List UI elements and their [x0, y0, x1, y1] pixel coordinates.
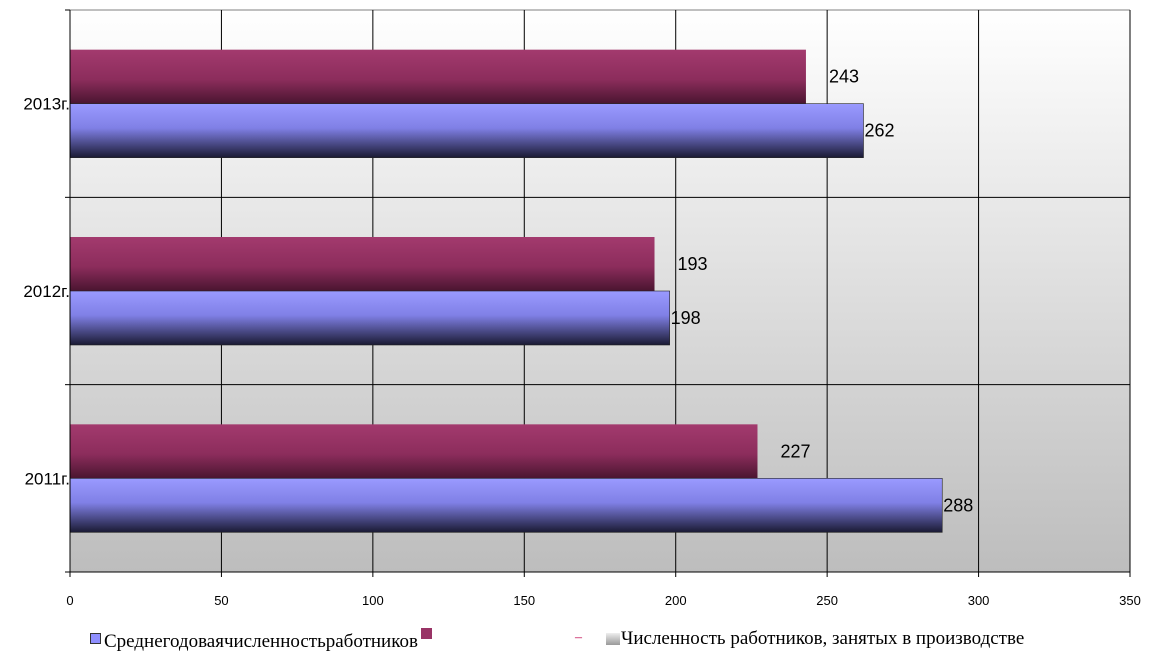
bar-2012г.-series-0	[70, 237, 655, 291]
bar-2013г.-series-1	[69, 103, 864, 158]
data-labels: 243 262 193 198 227 288	[671, 67, 974, 516]
y-category-label-0: 2013г.	[23, 95, 70, 114]
x-tick-label-0: 0	[66, 593, 73, 608]
x-tick-label-350: 350	[1119, 593, 1141, 608]
bar-2011г.-series-0	[70, 424, 758, 479]
bars	[69, 49, 943, 533]
bar-2012г.-series-1	[69, 290, 670, 346]
legend-item-production-workers: Численность работников, занятых в произв…	[606, 628, 1024, 650]
y-category-label-2: 2011г.	[25, 469, 70, 488]
x-tick-label-250: 250	[816, 593, 838, 608]
x-tick-label-150: 150	[513, 593, 535, 608]
x-tick-label-50: 50	[214, 593, 228, 608]
data-label-2011г.-series-1: 288	[943, 495, 973, 515]
x-tick-label-200: 200	[665, 593, 687, 608]
bar-2013г.-series-0	[70, 49, 806, 104]
data-label-2012г.-series-0: 193	[678, 254, 708, 274]
legend-swatch-maroon	[420, 628, 432, 639]
legend-item-average-headcount: Среднегодоваячисленностьработников	[90, 628, 435, 653]
y-category-label-1: 2012г.	[23, 282, 70, 301]
legend-swatch-blue	[90, 633, 101, 644]
legend-marker-icon	[606, 633, 620, 645]
x-tick-label-300: 300	[968, 593, 990, 608]
bar-chart: 0 50 100 150 200 250 300 3502013г.2012г.2011г. …	[23, 9, 1141, 608]
data-label-2012г.-series-1: 198	[671, 308, 701, 328]
bar-2011г.-series-1	[69, 478, 943, 533]
data-label-2013г.-series-0: 243	[829, 67, 859, 87]
data-label-2013г.-series-1: 262	[864, 121, 894, 141]
data-label-2011г.-series-0: 227	[780, 441, 810, 461]
axes: 0 50 100 150 200 250 300 350 2013г. 2012г. 2011г.	[23, 9, 1141, 608]
x-tick-label-100: 100	[362, 593, 384, 608]
legend: Среднегодоваячисленностьработников – Чис…	[90, 628, 1150, 656]
legend-dash-mark: –	[575, 630, 582, 645]
